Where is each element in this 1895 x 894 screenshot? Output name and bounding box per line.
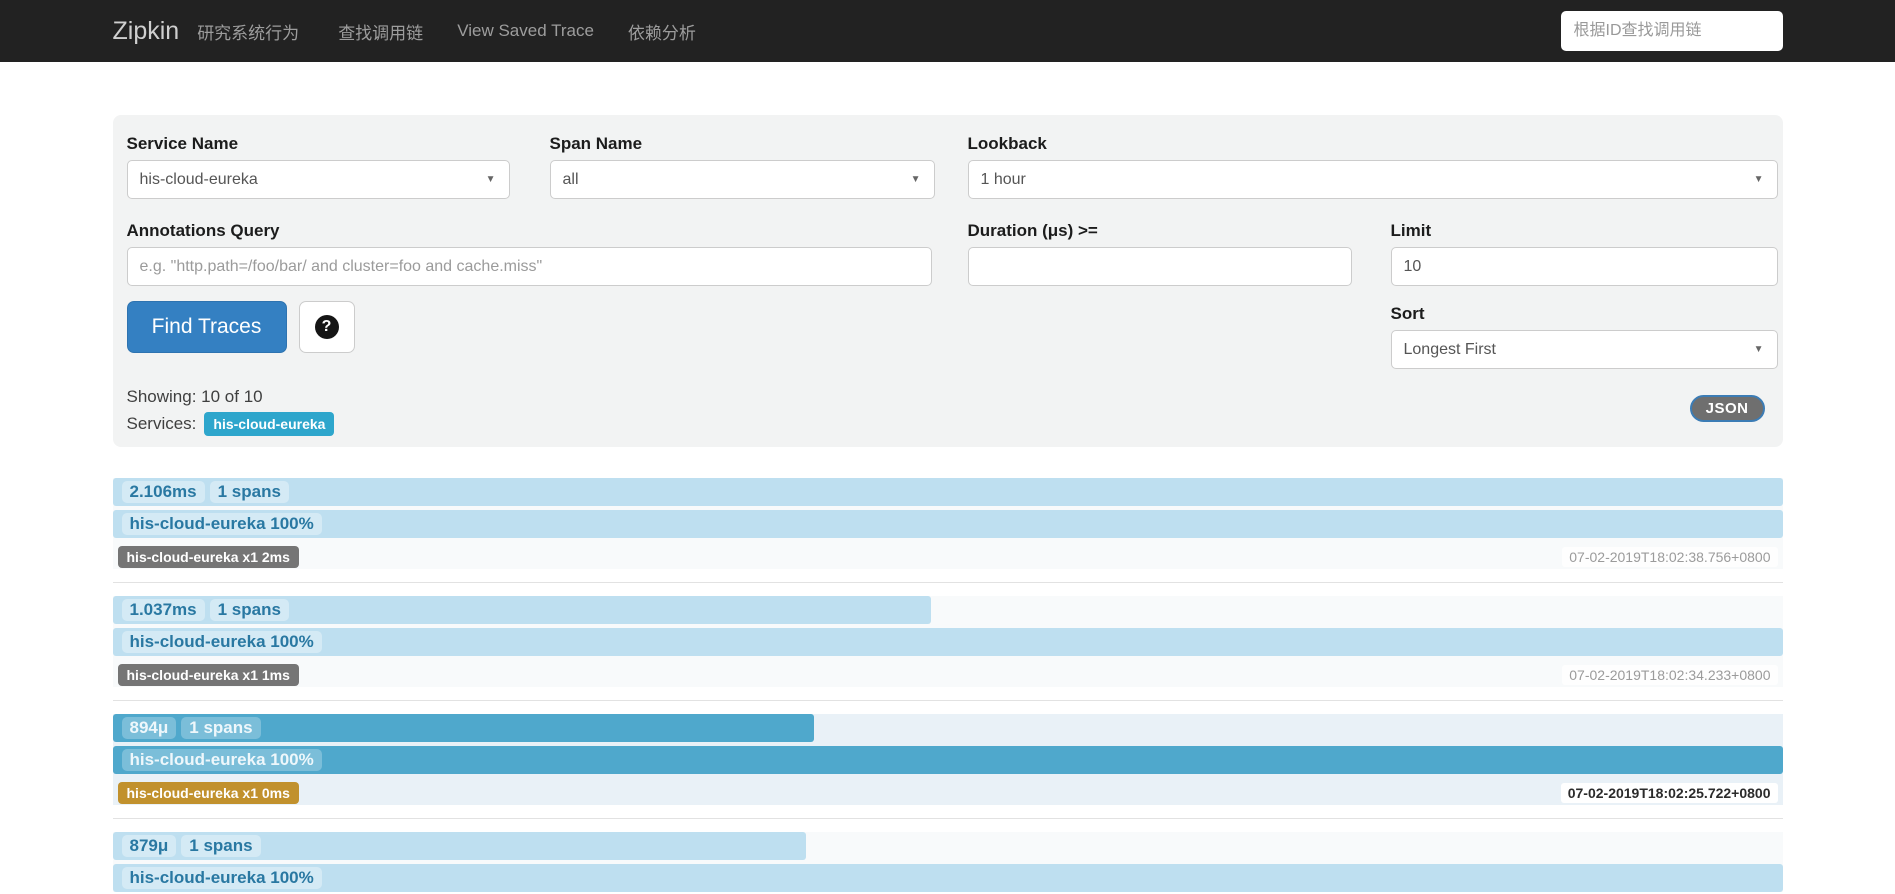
chevron-down-icon: ▼: [485, 174, 496, 185]
trace-span-count: 1 spans: [181, 835, 261, 857]
trace-duration-bar[interactable]: 894μ 1 spans: [112, 714, 814, 742]
query-panel: Service Name his-cloud-eureka ▼ Span Nam…: [112, 115, 1783, 447]
trace-timestamp: 07-02-2019T18:02:25.722+0800: [1560, 783, 1778, 803]
nav-link-dependencies[interactable]: 依赖分析: [627, 23, 696, 43]
lookback-label: Lookback: [967, 134, 1047, 153]
trace-divider: [112, 700, 1783, 701]
trace-service-bar[interactable]: his-cloud-eureka 100%: [112, 864, 1783, 892]
trace-row[interactable]: 1.037ms 1 spans his-cloud-eureka 100% his-c…: [112, 596, 1783, 687]
span-name-value: all: [562, 170, 579, 188]
service-name-label: Service Name: [126, 134, 239, 153]
trace-span-count: 1 spans: [209, 599, 289, 621]
lookback-value: 1 hour: [980, 170, 1026, 188]
sort-select[interactable]: Longest First ▼: [1390, 330, 1778, 369]
trace-service-percent: his-cloud-eureka 100%: [121, 631, 322, 653]
trace-row[interactable]: 879μ 1 spans his-cloud-eureka 100%: [112, 832, 1783, 892]
annotations-query-input[interactable]: [126, 247, 932, 286]
sort-value: Longest First: [1403, 340, 1496, 358]
zipkin-logo[interactable]: Zipkin: [112, 16, 180, 45]
chevron-down-icon: ▼: [910, 174, 921, 185]
nav-link-view-saved-trace[interactable]: View Saved Trace: [457, 21, 594, 40]
trace-duration: 879μ: [121, 835, 177, 857]
chevron-down-icon: ▼: [1753, 344, 1764, 355]
navbar: Zipkin 研究系统行为 查找调用链 View Saved Trace 依赖分…: [0, 0, 1895, 62]
trace-span-count: 1 spans: [181, 717, 261, 739]
trace-service-percent: his-cloud-eureka 100%: [121, 513, 322, 535]
trace-service-bar[interactable]: his-cloud-eureka 100%: [112, 510, 1783, 538]
service-span-badge[interactable]: his-cloud-eureka x1 1ms: [117, 664, 299, 686]
span-name-label: Span Name: [549, 134, 643, 153]
trace-service-percent: his-cloud-eureka 100%: [121, 749, 322, 771]
question-mark-icon: ?: [314, 315, 339, 339]
trace-divider: [112, 582, 1783, 583]
trace-duration: 2.106ms: [121, 481, 205, 503]
trace-duration-bar[interactable]: 1.037ms 1 spans: [112, 596, 931, 624]
trace-duration-bar[interactable]: 879μ 1 spans: [112, 832, 806, 860]
span-name-select[interactable]: all ▼: [549, 160, 935, 199]
service-span-badge[interactable]: his-cloud-eureka x1 0ms: [117, 782, 299, 804]
trace-duration: 1.037ms: [121, 599, 205, 621]
services-label: Services:: [126, 414, 197, 433]
sort-label: Sort: [1390, 304, 1425, 323]
trace-divider: [112, 818, 1783, 819]
trace-row[interactable]: 2.106ms 1 spans his-cloud-eureka 100% his-c…: [112, 478, 1783, 569]
duration-input[interactable]: [967, 247, 1352, 286]
trace-service-percent: his-cloud-eureka 100%: [121, 867, 322, 889]
trace-list: 2.106ms 1 spans his-cloud-eureka 100% his-c…: [112, 478, 1783, 892]
trace-timestamp: 07-02-2019T18:02:38.756+0800: [1562, 547, 1778, 567]
find-traces-button[interactable]: Find Traces: [126, 301, 287, 353]
trace-id-search-input[interactable]: [1560, 11, 1783, 51]
chevron-down-icon: ▼: [1753, 174, 1764, 185]
showing-count: Showing: 10 of 10: [126, 387, 263, 406]
service-span-badge[interactable]: his-cloud-eureka x1 2ms: [117, 546, 299, 568]
service-name-select[interactable]: his-cloud-eureka ▼: [126, 160, 510, 199]
trace-service-bar[interactable]: his-cloud-eureka 100%: [112, 628, 1783, 656]
trace-span-count: 1 spans: [209, 481, 289, 503]
limit-label: Limit: [1390, 221, 1432, 240]
service-name-value: his-cloud-eureka: [139, 170, 258, 188]
trace-row[interactable]: 894μ 1 spans his-cloud-eureka 100% his-clou…: [112, 714, 1783, 805]
trace-timestamp: 07-02-2019T18:02:34.233+0800: [1562, 665, 1778, 685]
limit-input[interactable]: [1390, 247, 1778, 286]
nav-link-find-traces[interactable]: 查找调用链: [338, 23, 424, 43]
service-filter-badge[interactable]: his-cloud-eureka: [204, 412, 335, 436]
brand-subtitle: 研究系统行为: [197, 23, 300, 43]
help-button[interactable]: ?: [298, 301, 355, 353]
annotations-query-label: Annotations Query: [126, 221, 280, 240]
trace-duration-bar[interactable]: 2.106ms 1 spans: [112, 478, 1783, 506]
lookback-select[interactable]: 1 hour ▼: [967, 160, 1778, 199]
trace-service-bar[interactable]: his-cloud-eureka 100%: [112, 746, 1783, 774]
json-button[interactable]: JSON: [1689, 395, 1765, 422]
trace-duration: 894μ: [121, 717, 177, 739]
duration-label: Duration (μs) >=: [967, 221, 1098, 240]
